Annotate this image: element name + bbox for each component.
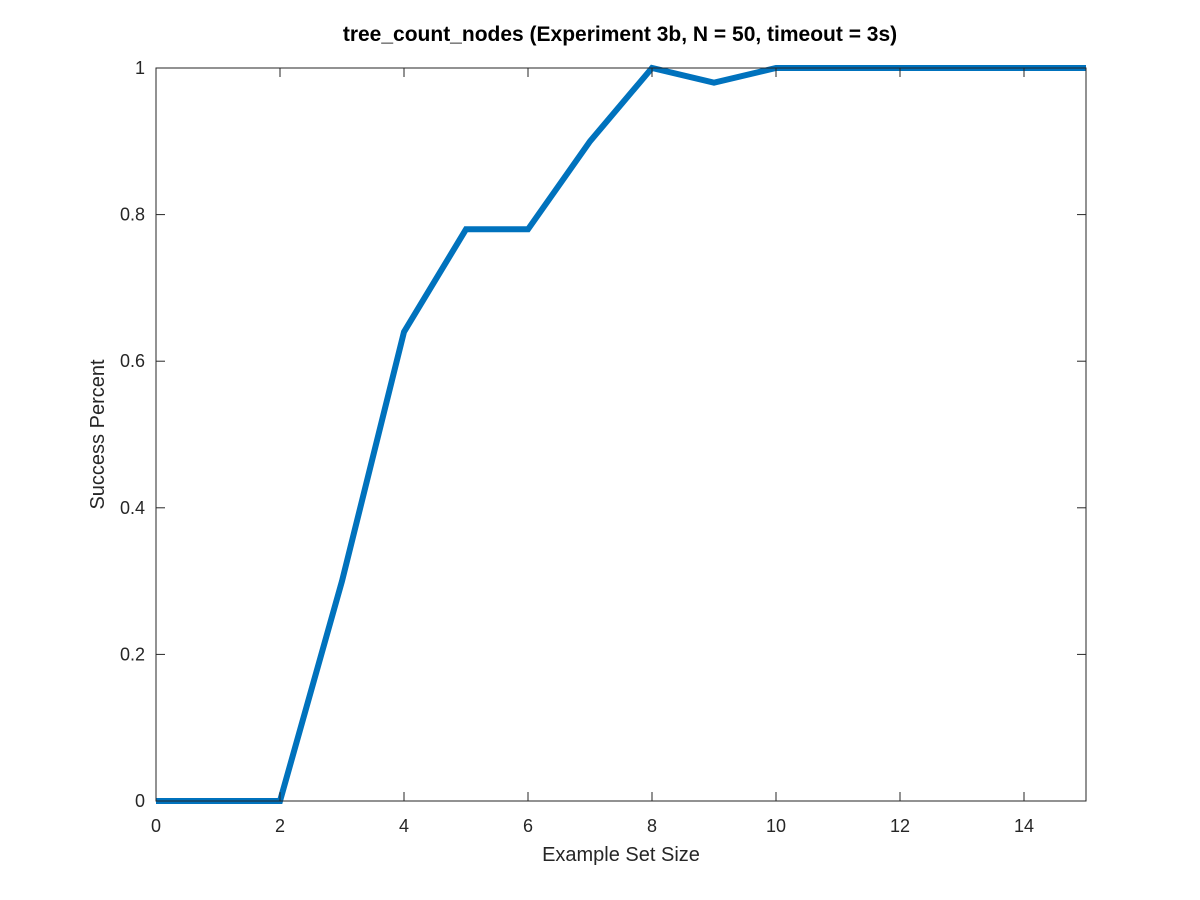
x-tick-label: 12 <box>890 816 910 836</box>
chart-title: tree_count_nodes (Experiment 3b, N = 50,… <box>343 23 897 46</box>
y-tick-label: 0.8 <box>120 205 145 225</box>
tick-labels-layer: 0 2 4 6 8 10 12 14 0 0.2 0.4 0.6 0.8 1 <box>120 58 1034 836</box>
y-axis-label: Success Percent <box>87 359 109 510</box>
x-tick-label: 10 <box>766 816 786 836</box>
x-tick-label: 0 <box>151 816 161 836</box>
ticks-layer <box>155 67 1086 802</box>
y-tick-label: 0.4 <box>120 498 145 518</box>
plot-frame <box>155 67 1087 802</box>
y-tick-label: 1 <box>135 58 145 78</box>
x-tick-label: 8 <box>647 816 657 836</box>
x-tick-label: 6 <box>523 816 533 836</box>
x-tick-label: 2 <box>275 816 285 836</box>
y-tick-label: 0.2 <box>120 644 145 664</box>
x-tick-label: 4 <box>399 816 409 836</box>
plot-area <box>156 68 1086 801</box>
x-tick-label: 14 <box>1014 816 1034 836</box>
x-axis-label: Example Set Size <box>542 844 700 866</box>
y-tick-label: 0.6 <box>120 351 145 371</box>
y-tick-label: 0 <box>135 791 145 811</box>
